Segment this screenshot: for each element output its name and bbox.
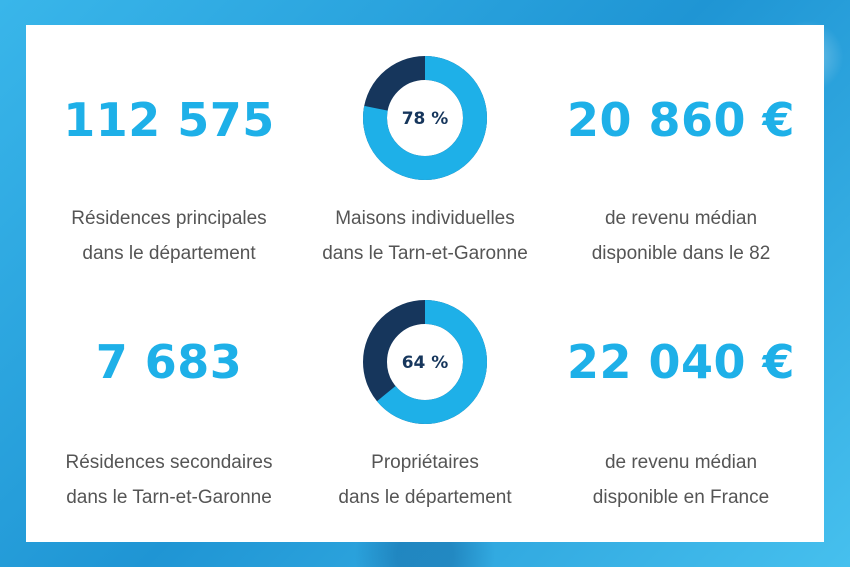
- maisons-line2: dans le Tarn-et-Garonne: [322, 243, 528, 264]
- proprietaires-donut-chart: 64 %: [363, 300, 487, 424]
- maisons-donut-chart: 78 %: [363, 56, 487, 180]
- residences-secondaires-line1: Résidences secondaires: [65, 452, 273, 473]
- proprietaires-donut-arc: [363, 300, 487, 424]
- revenu-82-line2: disponible dans le 82: [591, 243, 771, 264]
- maisons-percent: 78 %: [402, 109, 449, 129]
- proprietaires-percent: 64 %: [402, 353, 449, 373]
- proprietaires-line1: Propriétaires: [371, 452, 479, 473]
- proprietaires-line2: dans le département: [338, 487, 512, 508]
- residences-principales-value: 112 575: [63, 93, 275, 147]
- revenu-82-line1: de revenu médian: [604, 208, 758, 229]
- revenu-france-line2: disponible en France: [592, 487, 770, 508]
- maisons-label: Maisons individuelles dans le Tarn-et-Ga…: [292, 201, 558, 271]
- revenu-france-line1: de revenu médian: [604, 452, 758, 473]
- residences-secondaires-label: Résidences secondaires dans le Tarn-et-G…: [36, 445, 302, 515]
- residences-principales-label: Résidences principales dans le départeme…: [36, 201, 302, 271]
- maisons-line1: Maisons individuelles: [335, 208, 515, 229]
- proprietaires-label: Propriétaires dans le département: [292, 445, 558, 515]
- proprietaires-donut: 64 %: [362, 299, 488, 425]
- residences-secondaires-value: 7 683: [95, 335, 243, 389]
- revenu-82-label: de revenu médian disponible dans le 82: [548, 201, 814, 271]
- residences-principales-line2: dans le département: [82, 243, 256, 264]
- revenu-82-value: 20 860 €: [566, 93, 796, 147]
- residences-secondaires-line2: dans le Tarn-et-Garonne: [66, 487, 272, 508]
- stats-card: 112 575 Résidences principales dans le d…: [26, 25, 824, 542]
- maisons-donut: 78 %: [362, 55, 488, 181]
- revenu-france-value: 22 040 €: [566, 335, 796, 389]
- residences-principales-line1: Résidences principales: [71, 208, 267, 229]
- revenu-france-label: de revenu médian disponible en France: [548, 445, 814, 515]
- maisons-donut-arc: [363, 56, 487, 180]
